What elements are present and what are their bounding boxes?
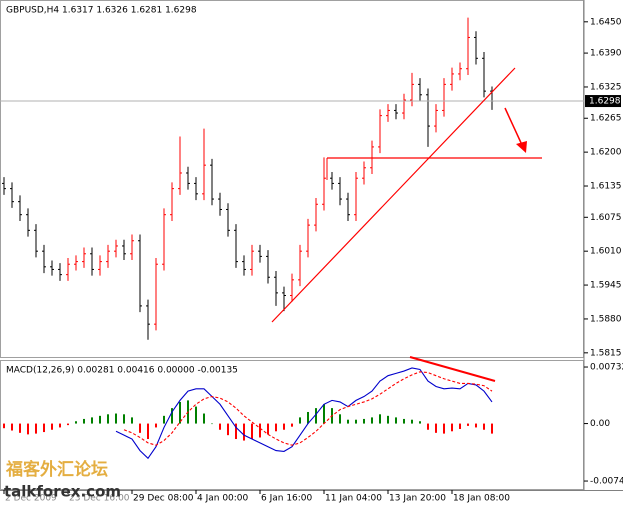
histogram-bar [171,408,173,424]
y-tick-label: 1.6075 [590,213,622,223]
histogram-bar [251,423,253,440]
y-tick-label: 1.6200 [590,148,622,158]
histogram-bar [91,417,93,424]
y-tick-label: 1.5815 [590,348,622,358]
histogram-bar [27,423,29,435]
x-tick-label: 11 Jan 04:00 [325,494,382,504]
watermark-cn: 福客外汇论坛 [5,459,108,480]
histogram-bar [379,414,381,424]
last-price-box [585,95,621,108]
histogram-bar [411,419,413,424]
y-tick-label: 1.5945 [590,281,622,291]
histogram-bar [179,401,181,424]
x-tick-label: 4 Jan 00:00 [197,494,249,504]
histogram-bar [339,414,341,424]
histogram-bar [155,423,157,428]
histogram-bar [147,423,149,440]
histogram-bar [307,411,309,424]
y-tick-label: 1.6325 [590,82,622,92]
histogram-bar [75,421,77,424]
histogram-bar [163,415,165,424]
histogram-bar [299,417,301,424]
histogram-bar [235,423,237,440]
histogram-bar [107,414,109,424]
histogram-bar [203,413,205,424]
y-tick-label: 0.00 [590,419,610,429]
y-tick-label: 1.6450 [590,17,622,27]
histogram-bar [195,406,197,424]
histogram-bar [259,423,261,438]
histogram-bar [435,423,437,433]
histogram-bar [395,417,397,424]
histogram-bar [371,417,373,424]
x-tick-label: 18 Jan 08:00 [453,494,510,504]
y-tick-label: 1.6390 [590,49,622,59]
histogram-bar [99,415,101,424]
histogram-bar [483,423,485,430]
histogram-bar [19,423,21,433]
histogram-bar [131,417,133,424]
histogram-bar [43,423,45,433]
x-tick-label: 2 Dec 2009 [5,494,57,504]
price-header: GBPUSD,H4 1.6317 1.6326 1.6281 1.6298 [6,6,197,16]
x-tick-label: 23 Dec 16:00 [69,494,130,504]
y-tick-label: -0.00744 [590,477,623,487]
watermark-url: talkforex.com [4,483,121,501]
signal-line [123,371,493,446]
histogram-bar [363,418,365,424]
y-tick-label: 1.6010 [590,247,622,257]
histogram-bar [3,423,5,429]
histogram-bar [11,423,13,431]
x-tick-label: 29 Dec 08:00 [133,494,194,504]
histogram-bar [427,423,429,430]
marks: 1.6450 1.6390 1.6325 1.6265 1.6200 1.6135 1.60… [0,17,623,504]
histogram-bar [491,423,493,434]
y-tick-label: 1.6135 [590,182,622,192]
histogram-bar [419,421,421,424]
histogram-bar [443,423,445,434]
trend-line [271,67,516,323]
histogram-bar [283,423,285,430]
macd-header: MACD(12,26,9) 0.00281 0.00416 0.00000 -0… [6,366,238,376]
histogram-bar [315,408,317,424]
divergence-line [409,356,496,382]
histogram-bar [347,419,349,424]
histogram-bar [83,418,85,424]
y-tick-label: 0.00732 [590,363,623,373]
arrow-head [516,141,527,153]
histogram-bar [219,423,221,430]
arrow-line [504,107,523,146]
x-tick-label: 13 Jan 20:00 [389,494,446,504]
histogram-bar [467,423,469,426]
histogram-bar [123,414,125,424]
histogram-bar [387,415,389,424]
y-tick-label: 1.5880 [590,314,622,324]
histogram-bar [211,423,213,425]
histogram-bar [291,423,293,427]
histogram-bar [475,423,477,428]
main-line [115,367,493,460]
histogram-bar [451,423,453,432]
last-price-label: 1.6298 [589,97,621,107]
histogram-bar [459,423,461,429]
histogram-bar [227,423,229,436]
histogram-bar [267,423,269,435]
histogram-bar [115,413,117,424]
histogram-bar [403,418,405,424]
histogram-bar [275,423,277,432]
histogram-bar [67,423,69,426]
histogram-bar [355,419,357,424]
histogram-bar [59,423,61,428]
histogram-bar [51,423,53,430]
x-tick-label: 6 Jan 16:00 [261,494,313,504]
histogram-bar [35,423,37,434]
histogram-bar [323,404,325,424]
histogram-bar [139,423,141,433]
y-tick-label: 1.6265 [590,114,622,124]
histogram-bar [243,423,245,441]
